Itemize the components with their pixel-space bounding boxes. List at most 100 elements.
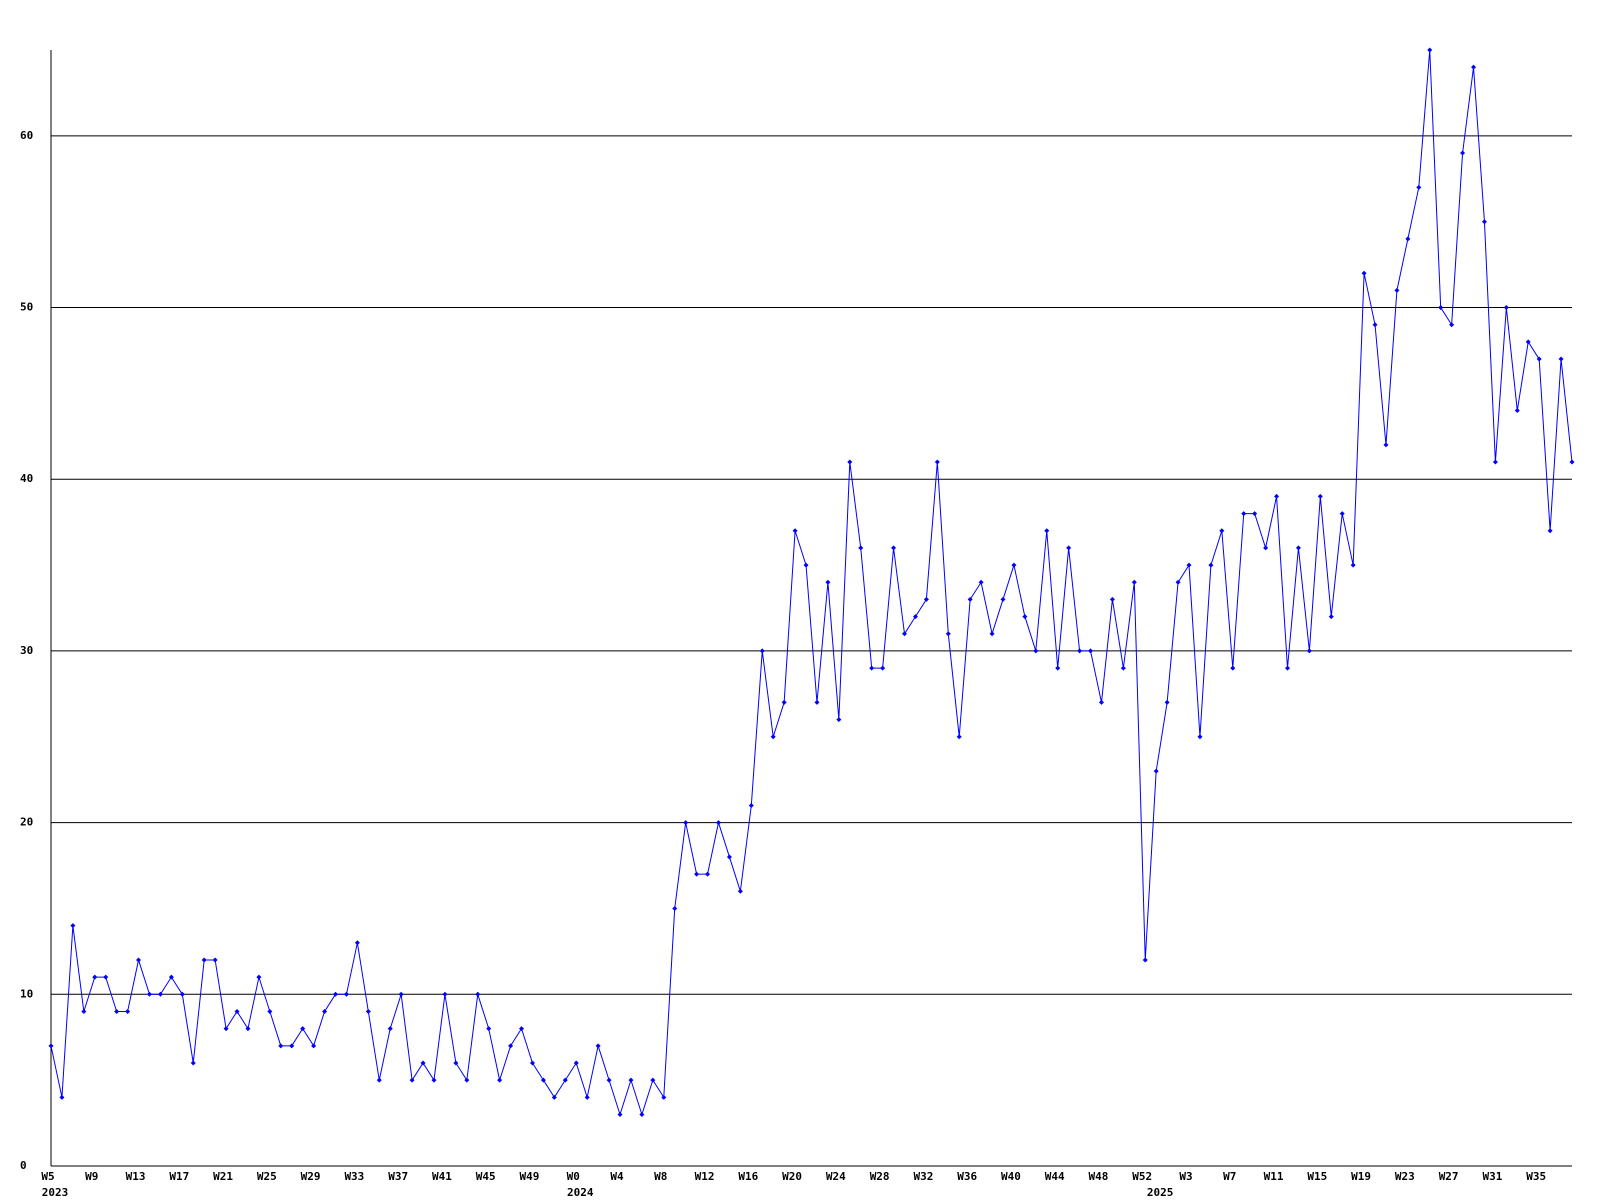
line xyxy=(50,49,1573,1117)
marker xyxy=(1186,562,1192,568)
marker xyxy=(1569,459,1575,465)
marker xyxy=(573,1060,579,1066)
marker xyxy=(464,1077,470,1083)
y-tick-label: 0 xyxy=(20,1159,27,1172)
marker xyxy=(1383,442,1389,448)
marker xyxy=(1558,356,1564,362)
marker xyxy=(1230,665,1236,671)
marker xyxy=(398,991,404,997)
marker xyxy=(1131,579,1137,585)
marker xyxy=(201,957,207,963)
marker xyxy=(1175,579,1181,585)
x-tick-label: W3 xyxy=(1179,1170,1192,1183)
marker xyxy=(956,734,962,740)
marker xyxy=(1514,408,1520,414)
marker xyxy=(136,957,142,963)
marker xyxy=(420,1060,426,1066)
marker xyxy=(234,1008,240,1014)
marker xyxy=(1120,665,1126,671)
marker xyxy=(770,734,776,740)
marker xyxy=(551,1094,557,1100)
x-tick-label: W33 xyxy=(344,1170,364,1183)
marker xyxy=(168,974,174,980)
marker xyxy=(497,1077,503,1083)
marker xyxy=(584,1094,590,1100)
marker xyxy=(1109,596,1115,602)
marker xyxy=(333,991,339,997)
marker xyxy=(1547,528,1553,534)
marker xyxy=(1142,957,1148,963)
marker xyxy=(902,631,908,637)
marker xyxy=(672,905,678,911)
x-tick-label: W44 xyxy=(1045,1170,1065,1183)
marker xyxy=(103,974,109,980)
marker xyxy=(1306,648,1312,654)
marker xyxy=(1416,184,1422,190)
x-tick-label: W4 xyxy=(610,1170,624,1183)
marker xyxy=(1055,665,1061,671)
marker xyxy=(508,1043,514,1049)
marker xyxy=(945,631,951,637)
marker xyxy=(1066,545,1072,551)
marker xyxy=(825,579,831,585)
marker xyxy=(606,1077,612,1083)
x-tick-label: W29 xyxy=(301,1170,321,1183)
marker xyxy=(442,991,448,997)
marker xyxy=(431,1077,437,1083)
marker xyxy=(475,991,481,997)
x-tick-label: W24 xyxy=(826,1170,846,1183)
marker xyxy=(705,871,711,877)
x-tick-label: W21 xyxy=(213,1170,233,1183)
y-tick-label: 50 xyxy=(20,301,33,314)
x-tick-label: W27 xyxy=(1439,1170,1459,1183)
marker xyxy=(212,957,218,963)
marker xyxy=(1449,322,1455,328)
marker xyxy=(726,854,732,860)
marker xyxy=(300,1026,306,1032)
marker xyxy=(81,1008,87,1014)
marker xyxy=(1088,648,1094,654)
marker xyxy=(967,596,973,602)
marker xyxy=(146,991,152,997)
marker xyxy=(48,1043,54,1049)
marker xyxy=(1460,150,1466,156)
marker xyxy=(278,1043,284,1049)
y-tick-label: 10 xyxy=(20,987,33,1000)
marker xyxy=(1000,596,1006,602)
y-tick-label: 40 xyxy=(20,472,33,485)
marker xyxy=(562,1077,568,1083)
x-tick-label: W23 xyxy=(1395,1170,1415,1183)
x-tick-label: W20 xyxy=(782,1170,802,1183)
x-tick-label: W16 xyxy=(738,1170,758,1183)
marker xyxy=(814,699,820,705)
marker xyxy=(1033,648,1039,654)
x-tick-label: W7 xyxy=(1223,1170,1236,1183)
marker xyxy=(453,1060,459,1066)
marker xyxy=(1098,699,1104,705)
marker xyxy=(683,820,689,826)
marker xyxy=(891,545,897,551)
marker xyxy=(1503,305,1509,311)
marker xyxy=(1263,545,1269,551)
marker xyxy=(880,665,886,671)
marker xyxy=(486,1026,492,1032)
marker xyxy=(989,631,995,637)
x-tick-label: W12 xyxy=(695,1170,715,1183)
marker xyxy=(354,940,360,946)
marker xyxy=(1536,356,1542,362)
marker xyxy=(1274,493,1280,499)
y-tick-label: 20 xyxy=(20,816,33,829)
x-tick-label: W35 xyxy=(1526,1170,1546,1183)
marker xyxy=(595,1043,601,1049)
marker xyxy=(923,596,929,602)
x-tick-label: W11 xyxy=(1264,1170,1284,1183)
x-tick-label: W0 xyxy=(567,1170,580,1183)
marker xyxy=(1197,734,1203,740)
marker xyxy=(781,699,787,705)
x-tick-label: W52 xyxy=(1132,1170,1152,1183)
marker xyxy=(1438,305,1444,311)
marker xyxy=(245,1026,251,1032)
marker xyxy=(639,1111,645,1117)
marker xyxy=(1153,768,1159,774)
marker xyxy=(114,1008,120,1014)
